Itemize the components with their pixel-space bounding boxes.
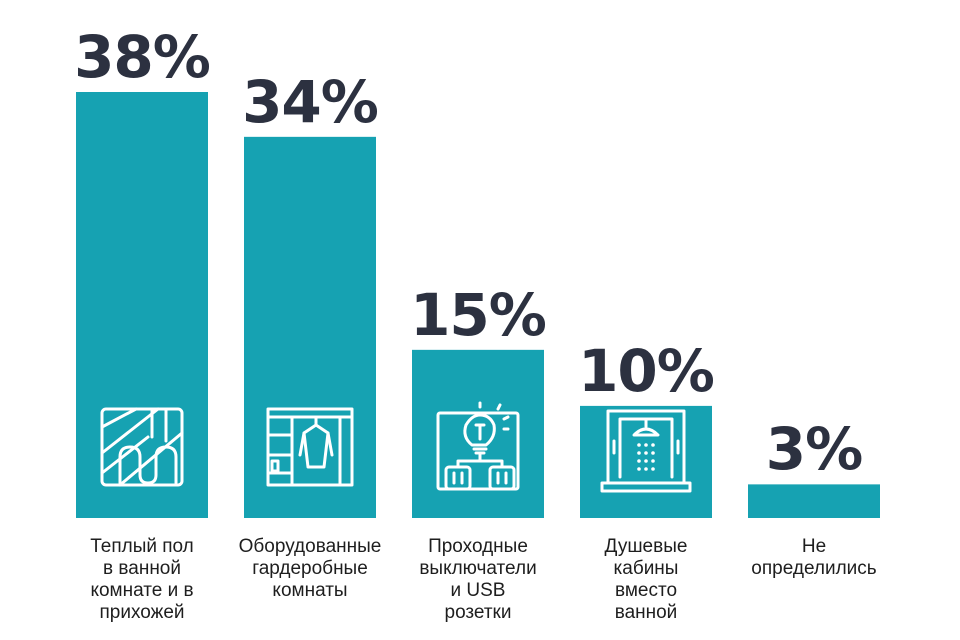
category-label: Не определились [751,536,877,579]
bar-value-label: 15% [410,280,547,349]
bar [244,136,376,518]
bar-value-label: 38% [74,23,211,91]
category-label: Теплый пол в ванной комнате и в прихожей [90,536,194,623]
category-label: Оборудованные гардеробные комнаты [238,536,382,601]
bar-value-label: 34% [242,67,379,136]
shower-cabin-icon [600,409,692,493]
wardrobe-icon [266,407,354,487]
bar [412,349,544,518]
bar-value-label: 10% [578,336,715,405]
category-label: Душевые кабины вместо ванной [604,536,688,623]
bar-value-label: 3% [765,415,863,484]
heated-floor-icon [100,407,184,487]
switch-usb-icon [436,401,520,491]
bar [76,92,208,518]
category-label: Проходные выключатели и USB розетки [419,536,537,623]
bar [748,484,880,518]
